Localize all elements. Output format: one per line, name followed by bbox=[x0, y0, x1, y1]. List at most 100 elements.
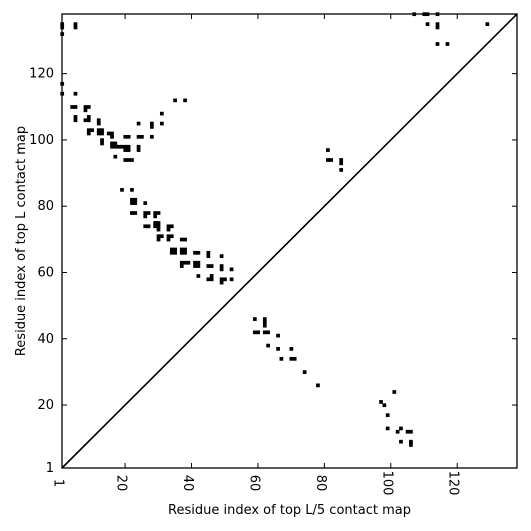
contact-point bbox=[153, 214, 158, 219]
contact-point bbox=[262, 317, 267, 321]
contact-point bbox=[86, 118, 91, 123]
contact-point bbox=[156, 227, 161, 232]
contact-point bbox=[209, 277, 214, 282]
contact-point bbox=[166, 237, 171, 242]
x-axis-label: Residue index of top L/5 contact map bbox=[168, 503, 411, 518]
contact-point bbox=[289, 356, 294, 361]
contact-point bbox=[183, 98, 187, 103]
contact-point bbox=[123, 148, 128, 152]
contact-point bbox=[143, 211, 148, 215]
contact-point bbox=[123, 144, 128, 149]
contact-point bbox=[110, 131, 114, 136]
contact-point bbox=[159, 121, 164, 126]
contact-point bbox=[166, 234, 171, 239]
contact-point bbox=[130, 158, 134, 162]
contact-point bbox=[156, 221, 161, 225]
contact-point bbox=[96, 128, 101, 133]
contact-point bbox=[266, 343, 270, 348]
contact-point bbox=[156, 224, 161, 229]
contact-point bbox=[86, 131, 91, 136]
contact-point bbox=[395, 429, 400, 434]
contact-point bbox=[83, 105, 88, 109]
contact-point bbox=[120, 187, 124, 192]
contact-point bbox=[116, 144, 121, 149]
contact-point bbox=[169, 224, 174, 229]
y-axis-label: Residue index of top L contact map bbox=[14, 126, 29, 356]
contact-point bbox=[123, 134, 128, 139]
contact-point bbox=[100, 131, 104, 136]
contact-point bbox=[276, 347, 280, 351]
contact-point bbox=[339, 168, 344, 172]
contact-point bbox=[316, 383, 320, 388]
contact-point bbox=[100, 128, 104, 133]
contact-point bbox=[133, 201, 138, 205]
contact-point bbox=[183, 247, 187, 252]
contact-point bbox=[120, 144, 124, 149]
contact-point bbox=[150, 125, 154, 129]
contact-point bbox=[96, 118, 101, 123]
contact-point bbox=[209, 274, 214, 278]
contact-point bbox=[110, 141, 114, 146]
contact-point bbox=[126, 158, 131, 162]
contact-point bbox=[156, 234, 161, 239]
x-tick-label: 40 bbox=[180, 475, 195, 492]
contact-point bbox=[179, 247, 184, 252]
contact-point bbox=[206, 277, 211, 282]
contact-point bbox=[399, 426, 403, 431]
contact-point bbox=[136, 121, 141, 126]
contact-point bbox=[169, 234, 174, 239]
contact-point bbox=[229, 267, 234, 272]
contact-point bbox=[133, 211, 138, 215]
contact-point bbox=[219, 280, 224, 285]
contact-point bbox=[133, 197, 138, 202]
contact-point bbox=[326, 158, 330, 162]
points-layer bbox=[60, 12, 490, 447]
contact-point bbox=[153, 224, 158, 229]
contact-point bbox=[435, 42, 440, 46]
contact-point bbox=[385, 426, 390, 431]
contact-point bbox=[252, 317, 257, 321]
x-tick-label: 100 bbox=[379, 471, 394, 496]
contact-point bbox=[166, 224, 171, 229]
contact-point bbox=[70, 105, 75, 109]
contact-point bbox=[110, 144, 114, 149]
contact-point bbox=[73, 105, 78, 109]
contact-point bbox=[399, 439, 403, 444]
contact-point bbox=[179, 264, 184, 268]
contact-point bbox=[169, 250, 174, 255]
contact-point bbox=[435, 25, 440, 30]
contact-point bbox=[276, 333, 280, 338]
y-tick-label: 120 bbox=[29, 67, 54, 82]
contact-point bbox=[126, 144, 131, 149]
contact-point bbox=[219, 254, 224, 258]
contact-point bbox=[279, 356, 284, 361]
contact-point bbox=[73, 118, 78, 123]
contact-point bbox=[209, 264, 214, 268]
contact-point bbox=[126, 148, 131, 152]
contact-point bbox=[140, 134, 144, 139]
contact-point bbox=[485, 22, 490, 26]
contact-point bbox=[83, 108, 88, 113]
contact-point bbox=[179, 250, 184, 255]
contact-point bbox=[219, 264, 224, 268]
contact-point bbox=[83, 118, 88, 123]
contact-point bbox=[146, 224, 151, 229]
contact-point bbox=[86, 105, 91, 109]
contact-point bbox=[405, 429, 410, 434]
contact-point bbox=[73, 91, 78, 96]
contact-point bbox=[196, 250, 201, 255]
contact-point bbox=[143, 214, 148, 219]
contact-point bbox=[106, 131, 111, 136]
contact-point bbox=[150, 134, 154, 139]
contact-point bbox=[193, 250, 197, 255]
contact-point bbox=[173, 250, 177, 255]
contact-point bbox=[292, 356, 297, 361]
contact-point bbox=[252, 330, 257, 335]
contact-point bbox=[266, 330, 270, 335]
contact-point bbox=[173, 247, 177, 252]
contact-point bbox=[96, 121, 101, 126]
contact-point bbox=[169, 247, 174, 252]
contact-point bbox=[73, 22, 78, 26]
contact-point bbox=[179, 237, 184, 242]
